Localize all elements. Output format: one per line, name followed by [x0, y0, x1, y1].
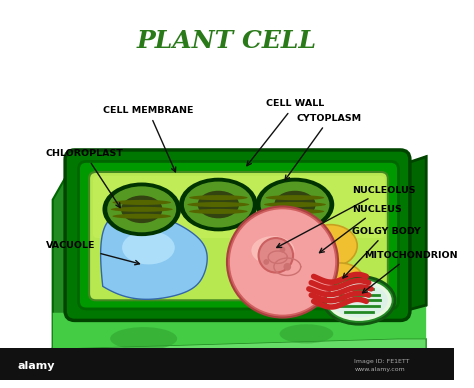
Circle shape	[264, 259, 269, 265]
Text: Image ID: FE1ETT: Image ID: FE1ETT	[355, 359, 410, 364]
FancyBboxPatch shape	[79, 161, 398, 309]
Text: alamy: alamy	[17, 361, 55, 371]
Ellipse shape	[102, 182, 181, 236]
Ellipse shape	[112, 200, 171, 205]
Ellipse shape	[303, 225, 357, 267]
Text: CELL WALL: CELL WALL	[247, 99, 325, 166]
Ellipse shape	[316, 263, 364, 300]
Text: CYTOPLASM: CYTOPLASM	[285, 114, 362, 180]
Text: NUCLEOLUS: NUCLEOLUS	[277, 186, 416, 248]
Ellipse shape	[122, 231, 175, 264]
Text: VACUOLE: VACUOLE	[46, 241, 139, 265]
Ellipse shape	[264, 202, 326, 207]
Text: PLANT CELL: PLANT CELL	[137, 29, 317, 53]
FancyBboxPatch shape	[89, 172, 388, 300]
Ellipse shape	[323, 276, 395, 324]
Circle shape	[259, 238, 293, 272]
Ellipse shape	[280, 324, 333, 343]
Ellipse shape	[179, 178, 257, 231]
Ellipse shape	[327, 280, 392, 321]
Ellipse shape	[251, 236, 294, 265]
Ellipse shape	[121, 196, 163, 223]
Ellipse shape	[189, 209, 247, 214]
Polygon shape	[72, 157, 426, 313]
Ellipse shape	[330, 283, 388, 317]
Ellipse shape	[265, 209, 324, 214]
Text: NUCLEUS: NUCLEUS	[319, 205, 402, 253]
Text: MITOCHONDRION: MITOCHONDRION	[363, 251, 457, 293]
Circle shape	[230, 209, 335, 315]
Polygon shape	[397, 157, 426, 339]
Bar	[0, 348, 454, 380]
Ellipse shape	[274, 191, 316, 218]
Polygon shape	[53, 166, 72, 348]
Text: CELL MEMBRANE: CELL MEMBRANE	[103, 106, 194, 172]
Text: www.alamy.com: www.alamy.com	[355, 367, 405, 372]
Ellipse shape	[189, 195, 247, 200]
Ellipse shape	[107, 186, 176, 232]
Text: GOLGY BODY: GOLGY BODY	[343, 227, 421, 278]
Circle shape	[283, 263, 291, 270]
Text: CHLOROPLAST: CHLOROPLAST	[46, 149, 124, 208]
FancyBboxPatch shape	[93, 176, 385, 238]
Polygon shape	[53, 305, 426, 348]
Ellipse shape	[110, 327, 177, 350]
Ellipse shape	[198, 191, 239, 218]
FancyBboxPatch shape	[65, 150, 410, 320]
Ellipse shape	[255, 178, 334, 231]
Circle shape	[280, 247, 285, 253]
Ellipse shape	[265, 195, 324, 200]
Ellipse shape	[187, 202, 249, 207]
Polygon shape	[53, 339, 426, 362]
Ellipse shape	[112, 214, 171, 219]
Polygon shape	[53, 305, 426, 348]
Ellipse shape	[261, 182, 329, 227]
Ellipse shape	[272, 266, 293, 282]
Circle shape	[227, 206, 338, 317]
Ellipse shape	[184, 182, 253, 227]
Ellipse shape	[111, 207, 173, 212]
Polygon shape	[101, 213, 207, 299]
Polygon shape	[101, 213, 207, 299]
